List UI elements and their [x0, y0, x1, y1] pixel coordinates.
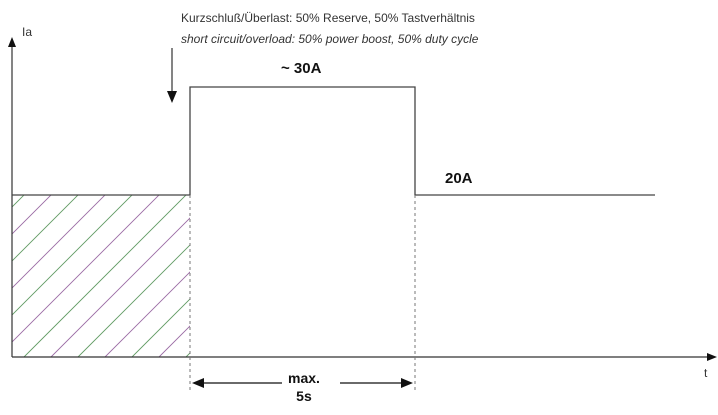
y-axis-label: Ia: [22, 25, 33, 39]
x-axis-label: t: [704, 366, 708, 380]
duration-label-time: 5s: [296, 388, 312, 405]
x-axis-arrowhead: [707, 353, 717, 361]
duration-label: max. 5s: [288, 369, 320, 405]
hatch-line: [50, 217, 190, 357]
annotation-english: short circuit/overload: 50% power boost,…: [181, 32, 479, 46]
duration-label-max: max.: [288, 370, 320, 386]
hatch-line: [104, 271, 190, 357]
hatch-line: [131, 298, 190, 357]
hatch-line: [77, 244, 190, 357]
hatch-line: [12, 195, 25, 208]
hatch-line: [12, 195, 79, 262]
duration-arrow-left-head: [192, 378, 204, 388]
duration-arrow-right-head: [401, 378, 413, 388]
hatched-region: [12, 182, 388, 357]
hatch-line: [23, 195, 187, 357]
hatch-line: [213, 182, 388, 357]
peak-current-label: ~ 30A: [281, 60, 322, 77]
hatch-line: [158, 325, 190, 357]
current-waveform: [12, 86, 655, 196]
hatch-line: [12, 195, 160, 343]
annotation-german: Kurzschluß/Überlast: 50% Reserve, 50% Ta…: [181, 11, 475, 25]
hatch-line: [12, 195, 133, 316]
hatch-line: [185, 352, 190, 357]
hatch-line: [12, 195, 106, 289]
annotation-pointer-arrowhead: [167, 91, 177, 103]
continuous-current-label: 20A: [445, 170, 473, 187]
y-axis-arrowhead: [8, 37, 16, 47]
hatch-line: [12, 195, 52, 235]
